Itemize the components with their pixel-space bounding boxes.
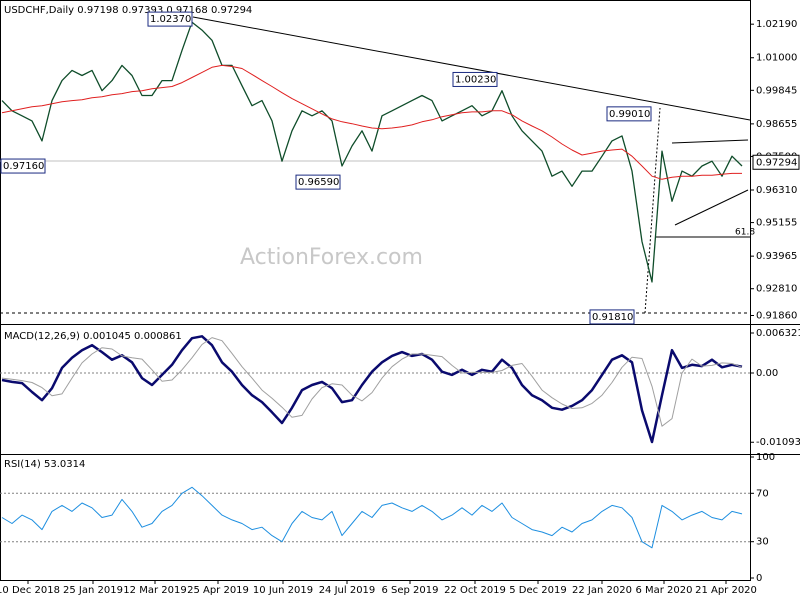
header-value: 0.001045	[83, 331, 131, 342]
x-tick-label: 12 Mar 2019	[123, 585, 186, 596]
macd-header: MACD(12,26,9) 0.001045 0.000861	[4, 331, 182, 342]
x-tick-label: 6 Sep 2019	[381, 585, 438, 596]
price-header: USDCHF,Daily 0.97198 0.97393 0.97168 0.9…	[4, 5, 252, 16]
header-value: 0.97168	[166, 5, 207, 16]
annotation-label: 0.91810	[592, 312, 633, 323]
annotation-box	[589, 309, 635, 325]
fib-label: 61.8	[735, 228, 755, 238]
x-tick-label: 25 Jan 2019	[63, 585, 123, 596]
triangle-lower	[674, 189, 749, 226]
last-price-box	[752, 154, 800, 170]
x-tick-label: 5 Dec 2019	[509, 585, 567, 596]
y-tick-label: 0	[756, 573, 762, 584]
series-line	[1, 337, 743, 427]
header-title: USDCHF,Daily	[4, 5, 74, 16]
series-line	[1, 486, 743, 549]
header-title: RSI(14)	[4, 459, 41, 470]
plot-frame	[0, 0, 751, 581]
annotation-box	[606, 106, 652, 122]
y-tick-label: 30	[756, 537, 769, 548]
series-line	[1, 64, 742, 180]
annotation-label: 1.00230	[455, 74, 496, 85]
header-value: 0.000861	[134, 331, 182, 342]
y-tick-label: 0.91860	[756, 311, 797, 322]
y-tick-label: 1.01000	[756, 53, 797, 64]
y-tick-label: 0.93965	[756, 251, 797, 262]
y-tick-label: -0.010939	[756, 437, 800, 448]
x-tick-label: 22 Jan 2020	[572, 585, 632, 596]
header-title: MACD(12,26,9)	[4, 331, 80, 342]
header-value: 53.0314	[44, 459, 85, 470]
x-tick-label: 10 Dec 2018	[0, 585, 60, 596]
header-value: 0.97198	[77, 5, 118, 16]
annotation-label: 0.97160	[3, 161, 44, 172]
y-tick-label: 0.96310	[756, 185, 797, 196]
series-line	[1, 21, 743, 283]
annotation-label: 0.96590	[298, 177, 339, 188]
y-tick-label: 0.99845	[756, 85, 797, 96]
y-tick-label: 0.006321	[756, 328, 800, 339]
y-tick-label: 1.02190	[756, 19, 797, 30]
y-tick-label: 100	[756, 452, 775, 463]
x-tick-label: 25 Apr 2019	[187, 585, 249, 596]
x-tick-label: 22 Oct 2019	[444, 585, 506, 596]
header-value: 0.97393	[122, 5, 163, 16]
rsi-header: RSI(14) 53.0314	[4, 459, 85, 470]
y-tick-label: 0.95155	[756, 218, 797, 229]
y-tick-label: 0.00	[756, 368, 778, 379]
annotation-label: 1.02370	[150, 14, 191, 25]
annotation-box	[0, 158, 46, 174]
annotation-box	[452, 71, 498, 87]
x-tick-label: 24 Jul 2019	[319, 585, 376, 596]
series-line	[1, 335, 743, 444]
annotation-box	[147, 11, 193, 27]
watermark: ActionForex.com	[240, 245, 423, 270]
annotation-box	[295, 174, 341, 190]
y-tick-label: 70	[756, 488, 769, 499]
x-tick-label: 10 Jun 2019	[253, 585, 313, 596]
x-tick-label: 6 Mar 2020	[635, 585, 692, 596]
x-tick-label: 21 Apr 2020	[695, 585, 757, 596]
trendline	[192, 16, 751, 121]
last-price-label: 0.97294	[756, 157, 797, 168]
header-value: 0.97294	[211, 5, 252, 16]
triangle-upper	[671, 139, 749, 144]
y-tick-label: 0.92810	[756, 284, 797, 295]
annotation-label: 0.99010	[609, 109, 650, 120]
y-tick-label: 0.98655	[756, 119, 797, 130]
